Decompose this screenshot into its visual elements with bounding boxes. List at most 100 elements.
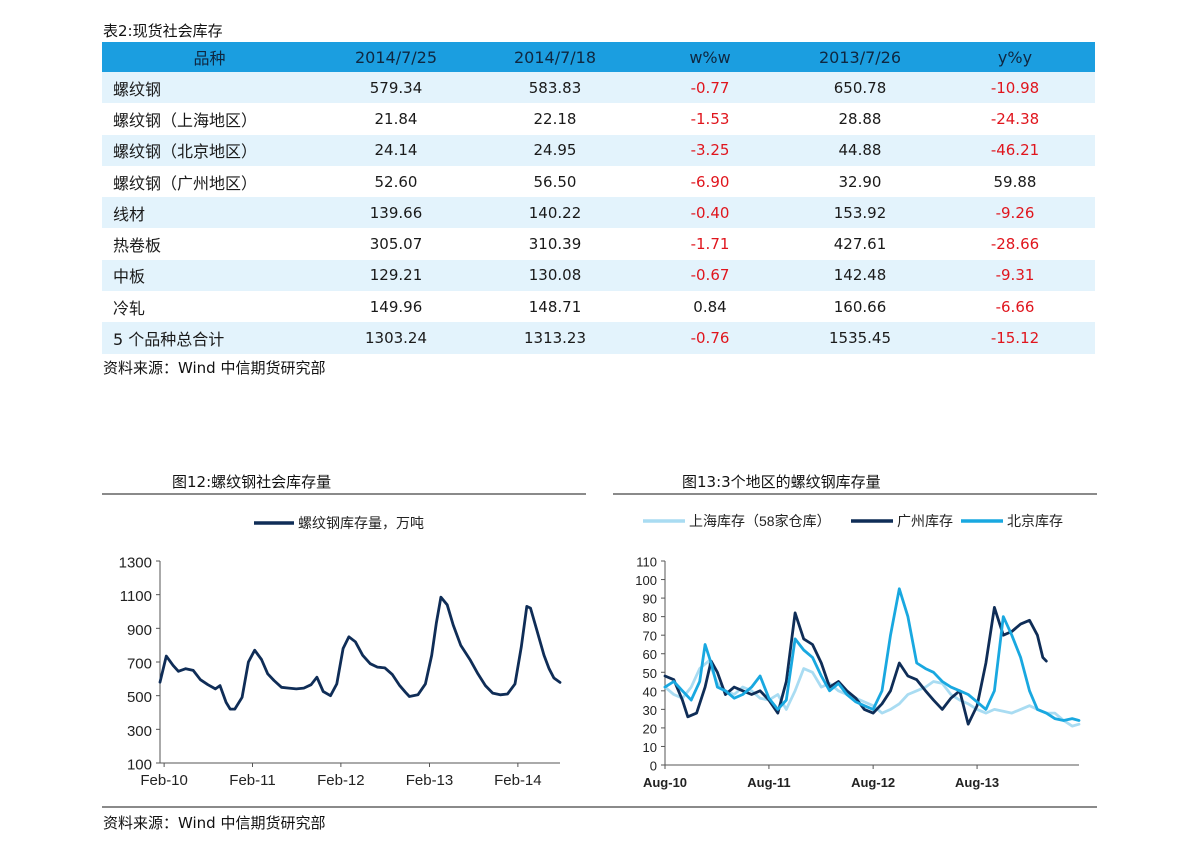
table-cell: 1535.45: [785, 322, 935, 354]
table-title: 表2:现货社会库存: [103, 22, 223, 40]
table-cell: 1303.24: [317, 322, 475, 354]
figure13-title: 图13:3个地区的螺纹钢库存量: [682, 473, 881, 491]
y-tick-label: 700: [127, 656, 152, 673]
table-cell: 160.66: [833, 297, 887, 316]
table-cell: 44.88: [785, 134, 935, 166]
legend-label: 螺纹钢库存量，万吨: [298, 515, 424, 531]
table-cell: -6.90: [690, 172, 730, 191]
table-cell: 28.88: [838, 109, 882, 128]
y-tick-label: 0: [650, 759, 657, 774]
table-body: 螺纹钢 579.34 583.83 -0.77 650.78 -10.98 螺纹钢（上海地区…: [102, 72, 1095, 354]
table-cell: 583.83: [475, 72, 635, 104]
y-tick-label: 30: [643, 703, 657, 718]
x-tick-label: Aug-11: [747, 775, 790, 790]
figure12-top-rule: [102, 493, 586, 495]
y-tick-label: 60: [643, 647, 657, 662]
table-cell: -28.66: [990, 235, 1040, 254]
legend-label: 上海库存（58家仓库）: [689, 513, 831, 529]
table-cell: -9.26: [935, 197, 1095, 229]
column-header: 2014/7/25: [317, 42, 475, 72]
table-header-row: 品种 2014/7/25 2014/7/18 w%w 2013/7/26 y%y: [102, 42, 1095, 72]
table-cell: -0.76: [635, 322, 785, 354]
table-cell: 22.18: [533, 109, 577, 128]
table-cell: 427.61: [833, 235, 887, 254]
figure12-title: 图12:螺纹钢社会库存量: [172, 473, 332, 491]
table-row: 5 个品种总合计 1303.24 1313.23 -0.76 1535.45 -15.12: [102, 322, 1095, 354]
table-cell: 32.90: [838, 172, 882, 191]
legend-label: 北京库存: [1007, 513, 1063, 529]
table-cell: 59.88: [993, 172, 1037, 191]
column-header: y%y: [935, 42, 1095, 72]
table-cell: 139.66: [317, 197, 475, 229]
table-cell: -0.77: [635, 72, 785, 104]
x-tick-label: Aug-13: [955, 775, 999, 790]
y-tick-label: 1100: [120, 588, 152, 605]
table-cell: -1.71: [690, 235, 730, 254]
row-label: 螺纹钢（北京地区）: [102, 134, 317, 166]
table-row: 螺纹钢 579.34 583.83 -0.77 650.78 -10.98: [102, 72, 1095, 104]
figure12-chart: 100 300 500 700 900 1100 1300 Feb-10 Feb-11 Feb-1…: [119, 515, 562, 789]
table-row: 热卷板 305.07 310.39 -1.71 427.61 -28.66: [102, 228, 1095, 259]
table-cell: -1.53: [690, 109, 730, 128]
column-header: 2013/7/26: [785, 42, 935, 72]
row-label: 螺纹钢: [102, 72, 317, 104]
y-tick-label: 1300: [119, 555, 152, 572]
y-tick-label: 100: [127, 757, 152, 774]
series-line: [663, 606, 1048, 726]
series-line: [663, 587, 1081, 722]
y-tick-label: 80: [643, 610, 657, 625]
x-tick-label: Aug-12: [851, 775, 895, 790]
table-cell: -24.38: [990, 109, 1040, 128]
table-cell: 305.07: [369, 235, 423, 254]
table-cell: -0.40: [635, 197, 785, 229]
row-label: 线材: [102, 197, 317, 229]
table-cell: 579.34: [317, 72, 475, 104]
table-cell: 650.78: [785, 72, 935, 104]
inventory-table: 品种 2014/7/25 2014/7/18 w%w 2013/7/26 y%y…: [102, 42, 1095, 354]
table-cell: -3.25: [635, 134, 785, 166]
table-cell: -15.12: [935, 322, 1095, 354]
figure13-chart: 0 10 20 30 40 50 60 70 80 90 100 110 Aug-10 Aug-11 Aug…: [635, 513, 1081, 790]
row-label: 螺纹钢（广州地区）: [113, 173, 258, 193]
table-cell: 24.14: [317, 134, 475, 166]
table-cell: 149.96: [369, 297, 423, 316]
table-cell: -46.21: [935, 134, 1095, 166]
table-cell: 140.22: [475, 197, 635, 229]
table-cell: 142.48: [785, 259, 935, 292]
y-tick-label: 10: [643, 740, 657, 755]
table-row: 中板 129.21 130.08 -0.67 142.48 -9.31: [102, 259, 1095, 292]
column-header: w%w: [635, 42, 785, 72]
series-line: [158, 595, 562, 711]
column-header: 2014/7/18: [475, 42, 635, 72]
table-cell: 56.50: [533, 172, 577, 191]
table-row: 螺纹钢（上海地区） 21.84 22.18 -1.53 28.88 -24.38: [102, 103, 1095, 134]
table-cell: 0.84: [693, 297, 727, 316]
table-cell: 129.21: [317, 259, 475, 292]
x-tick-label: Aug-10: [643, 775, 687, 790]
row-label: 5 个品种总合计: [102, 322, 317, 354]
y-tick-label: 70: [643, 629, 657, 644]
table-cell: 21.84: [374, 109, 418, 128]
y-tick-label: 500: [127, 689, 152, 706]
table-source: 资料来源：Wind 中信期货研究部: [103, 359, 326, 377]
bottom-source: 资料来源：Wind 中信期货研究部: [103, 814, 326, 832]
row-label: 冷轧: [113, 298, 146, 318]
bottom-rule: [102, 806, 1097, 808]
row-label: 中板: [102, 259, 317, 292]
y-tick-label: 20: [643, 721, 657, 736]
table-cell: 310.39: [528, 235, 582, 254]
y-tick-label: 110: [636, 555, 657, 570]
row-label: 螺纹钢（上海地区）: [113, 110, 258, 130]
y-tick-label: 40: [643, 684, 657, 699]
y-tick-label: 90: [643, 592, 657, 607]
table-row: 线材 139.66 140.22 -0.40 153.92 -9.26: [102, 197, 1095, 229]
y-tick-label: 900: [127, 622, 152, 639]
y-tick-label: 300: [127, 723, 152, 740]
table-cell: 130.08: [475, 259, 635, 292]
x-tick-label: Feb-14: [494, 772, 542, 789]
x-tick-label: Feb-12: [317, 772, 365, 789]
row-label: 热卷板: [113, 236, 162, 256]
y-tick-label: 50: [643, 666, 657, 681]
table-row: 螺纹钢（北京地区） 24.14 24.95 -3.25 44.88 -46.21: [102, 134, 1095, 166]
table-cell: 148.71: [528, 297, 582, 316]
